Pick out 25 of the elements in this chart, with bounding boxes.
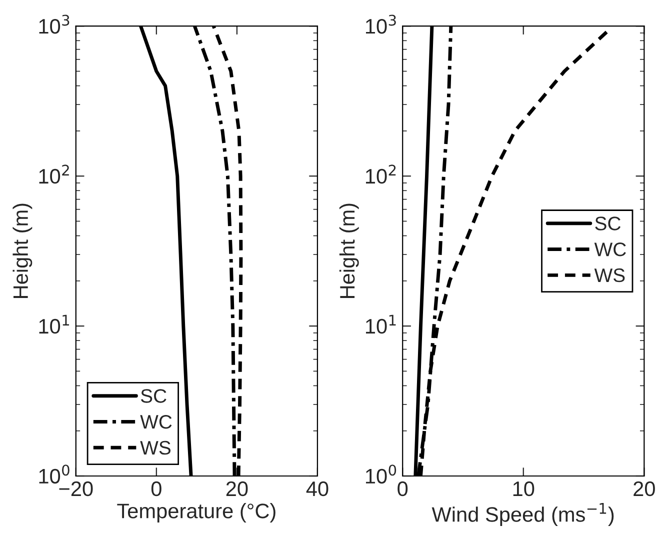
x-axis-title: Temperature (°C) [117,503,276,522]
legend-label: WC [594,242,626,256]
y-tick-label: 10$^{0}$ [39,464,70,484]
x-tick-label: 10 [513,481,534,496]
legend-label: WC [140,414,172,429]
y-tick-label: 10$^{2}$ [366,164,396,184]
y-tick-label: 10$^{1}$ [366,314,396,334]
y-axis-title: Height (m) [339,204,359,298]
legend-label: WS [594,268,625,282]
x-tick-label: 40 [306,481,328,496]
legend-label: WS [140,440,170,455]
y-tick-label: 10$^{3}$ [39,14,70,34]
legend-label: SC [595,216,621,230]
y-tick-label: 10$^{0}$ [366,464,396,484]
y-tick-label: 10$^{1}$ [39,314,70,334]
x-tick-label: 20 [226,481,248,496]
y-tick-label: 10$^{2}$ [39,164,69,184]
x-tick-label: 0 [398,481,408,496]
x-tick-label: 20 [634,481,655,496]
x-axis-title: Wind Speed (ms$^{−1}$) [432,503,614,526]
y-axis-title: Height (m) [12,204,32,298]
y-tick-label: 10$^{3}$ [366,14,396,34]
x-tick-label: −20 [59,481,93,496]
legend-label: SC [140,389,166,403]
x-tick-label: 0 [151,481,162,496]
